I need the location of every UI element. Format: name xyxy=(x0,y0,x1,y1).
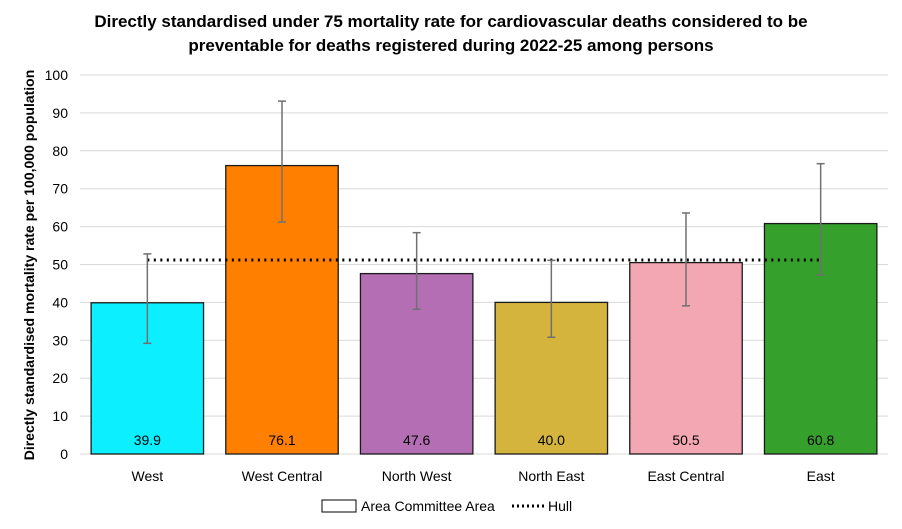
y-tick-label: 80 xyxy=(52,143,68,159)
data-label: 60.8 xyxy=(807,432,834,448)
error-bar xyxy=(682,212,690,307)
data-label: 40.0 xyxy=(538,432,565,448)
data-label: 47.6 xyxy=(403,432,430,448)
x-tick-label: North West xyxy=(382,468,452,484)
y-tick-label: 100 xyxy=(45,67,69,83)
x-tick-label: West Central xyxy=(242,468,323,484)
error-bar xyxy=(547,259,556,339)
legend-swatch-area xyxy=(321,499,357,513)
error-bar xyxy=(278,100,286,223)
chart-title-line-1: Directly standardised under 75 mortality… xyxy=(94,12,807,31)
y-tick-label: 50 xyxy=(52,257,68,273)
error-bar xyxy=(816,162,825,276)
legend-label-hull: Hull xyxy=(548,498,572,514)
y-tick-label: 70 xyxy=(52,181,68,197)
chart-title-line-2: preventable for deaths registered during… xyxy=(188,36,713,55)
y-tick-label: 0 xyxy=(60,446,68,462)
x-tick-label: West xyxy=(132,468,164,484)
y-tick-label: 40 xyxy=(52,294,68,310)
legend-label-area: Area Committee Area xyxy=(361,498,495,514)
x-tick-label: East Central xyxy=(647,468,724,484)
y-tick-label: 20 xyxy=(52,370,68,386)
y-axis-label: Directly standardised mortality rate per… xyxy=(21,70,37,461)
data-label: 39.9 xyxy=(134,432,161,448)
y-tick-label: 90 xyxy=(52,105,68,121)
error-bar xyxy=(143,253,152,345)
y-tick-label: 30 xyxy=(52,332,68,348)
legend: Area Committee Area Hull xyxy=(321,498,572,514)
x-tick-label: North East xyxy=(518,468,584,484)
y-tick-label: 60 xyxy=(52,219,68,235)
data-label: 50.5 xyxy=(672,432,699,448)
x-tick-label: East xyxy=(807,468,835,484)
error-bar xyxy=(412,231,421,310)
y-tick-label: 10 xyxy=(52,408,68,424)
data-label: 76.1 xyxy=(268,432,295,448)
